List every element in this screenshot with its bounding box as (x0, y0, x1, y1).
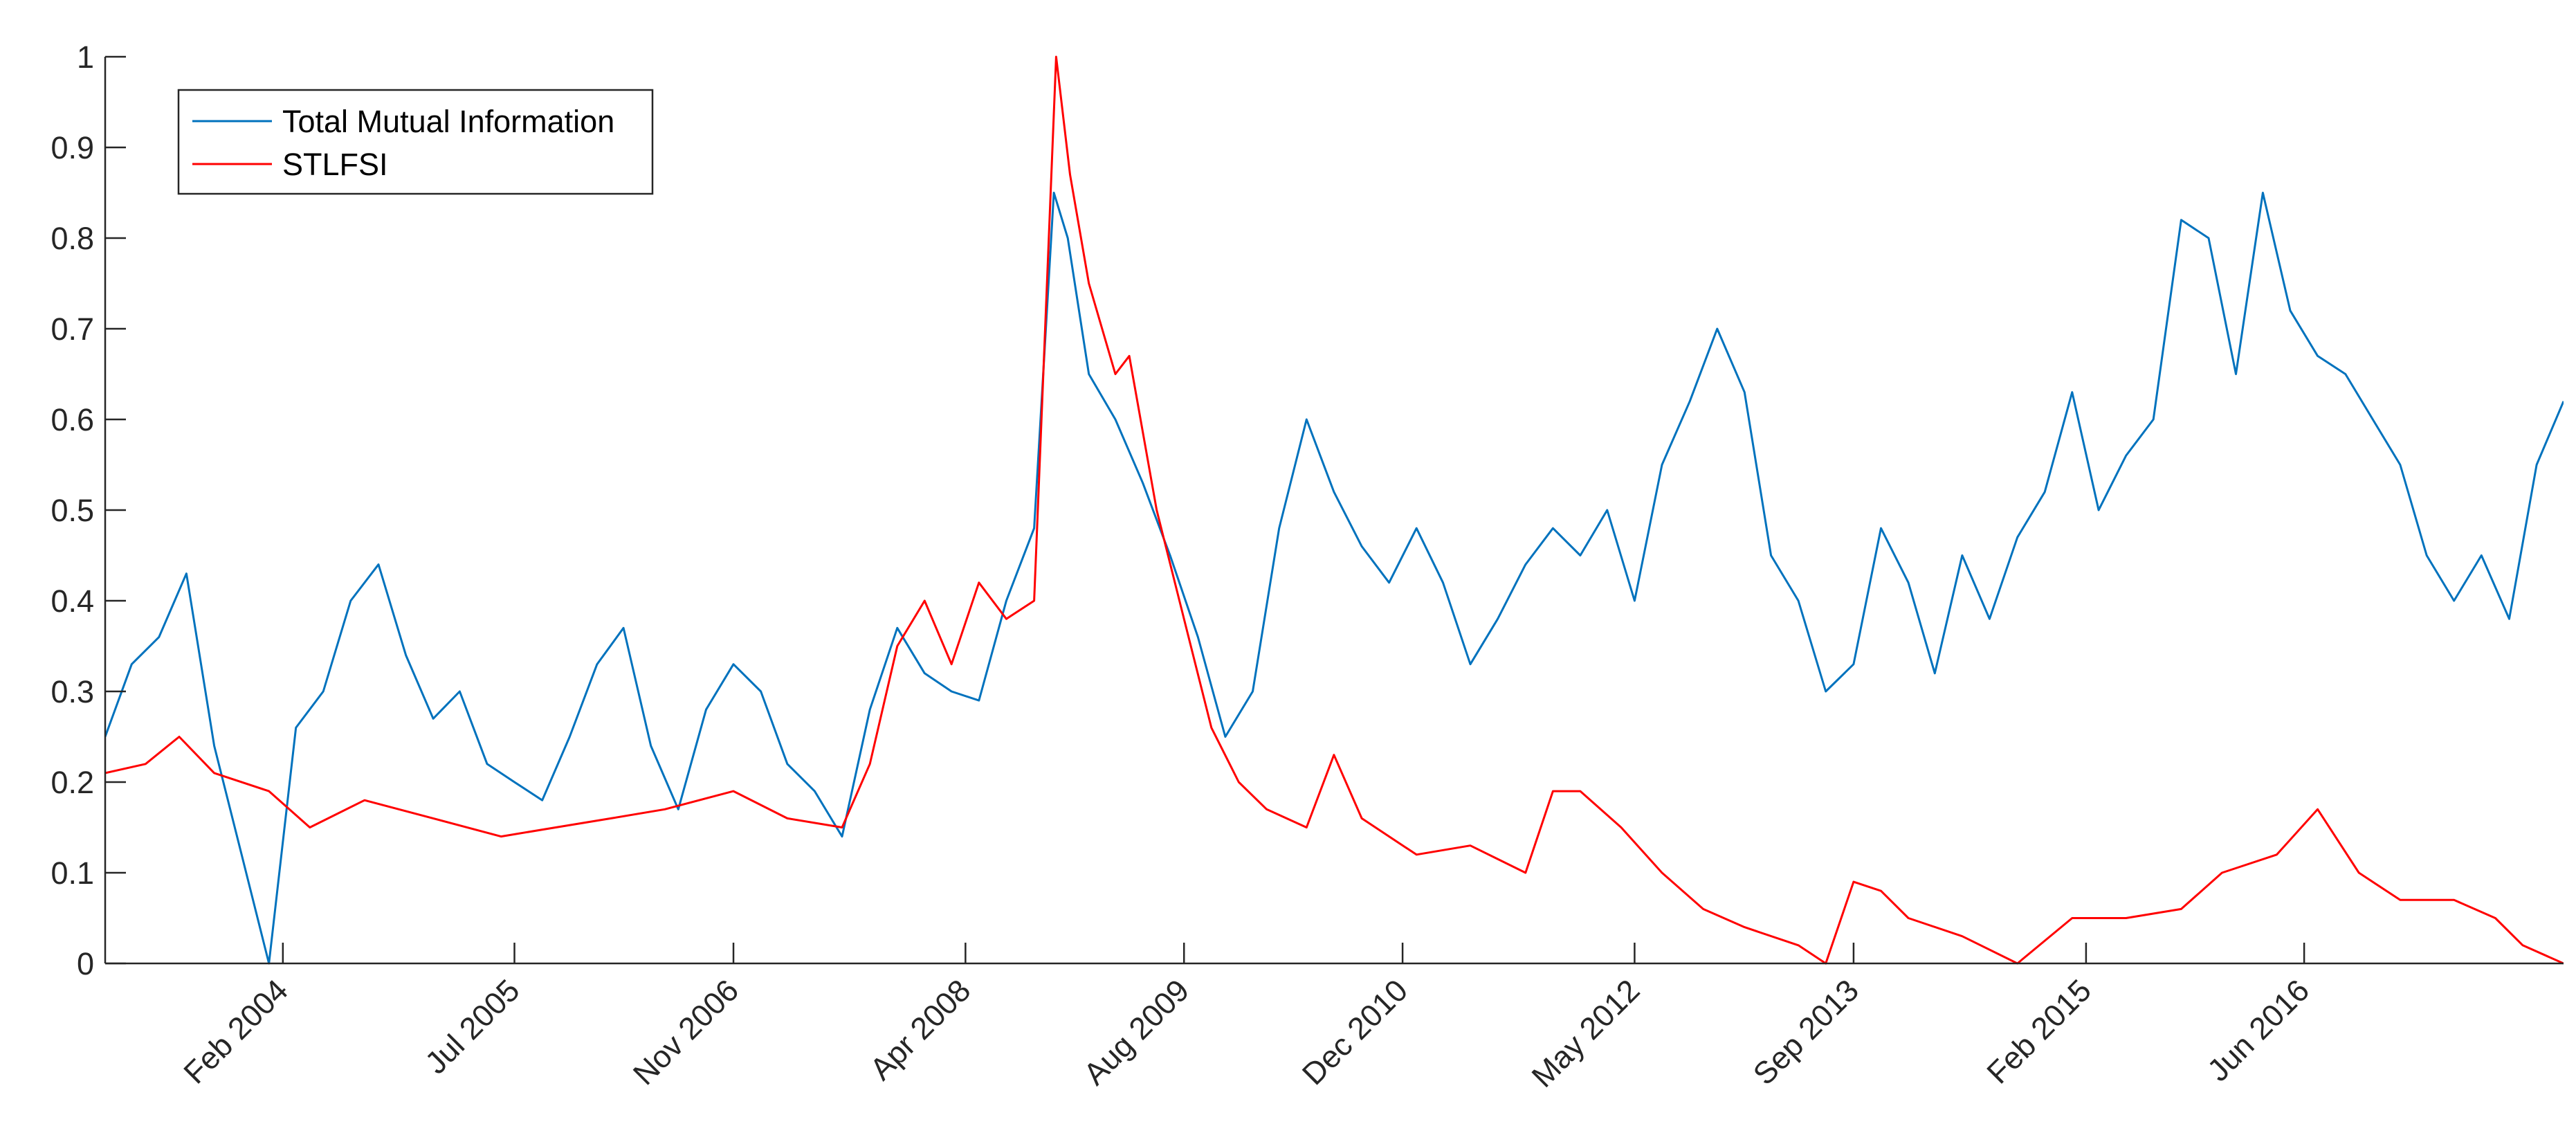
y-tick-label: 0.5 (51, 493, 94, 528)
y-tick-label: 0 (77, 946, 94, 981)
legend-label-total-mutual-information: Total Mutual Information (282, 104, 614, 139)
legend-box (177, 89, 654, 195)
legend: Total Mutual Information STLFSI (177, 89, 654, 195)
legend-label-stlfsi: STLFSI (282, 147, 388, 182)
y-tick-label: 0.1 (51, 855, 94, 891)
y-tick-label: 0.8 (51, 221, 94, 256)
y-tick-label: 0.7 (51, 311, 94, 347)
y-tick-label: 0.6 (51, 402, 94, 437)
series-line-stlfsi (105, 55, 2564, 965)
y-tick-label: 0.4 (51, 583, 94, 619)
y-tick-label: 0.3 (51, 674, 94, 709)
plot-area (105, 55, 2564, 965)
y-tick-label: 0.2 (51, 765, 94, 800)
series-line-total-mutual-information (105, 192, 2564, 965)
y-tick-label: 1 (77, 39, 94, 75)
y-tick-label: 0.9 (51, 130, 94, 165)
